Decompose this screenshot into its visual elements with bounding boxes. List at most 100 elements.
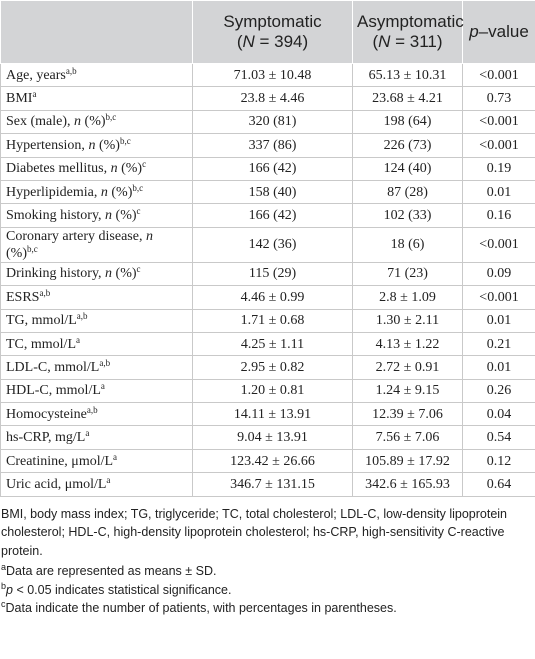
row-label: Age, yearsa,b — [0, 62, 193, 88]
value-cell: 0.64 — [462, 472, 535, 497]
text: Hypertension, — [6, 137, 89, 153]
superscript: b,c — [119, 135, 131, 146]
text: p — [469, 22, 479, 41]
value-cell: 337 (86) — [192, 133, 353, 158]
footnote: bp < 0.05 indicates statistical signific… — [1, 581, 533, 600]
text: (%) — [112, 266, 137, 282]
superscript: a,b — [39, 287, 51, 298]
row-label: TC, mmol/La — [0, 331, 193, 357]
value-cell: <0.001 — [462, 109, 535, 135]
value-cell: 346.7 ± 131.15 — [192, 472, 353, 497]
table-header: Symptomatic (N = 394) Asymptomatic (N = 311… — [0, 0, 535, 64]
value-cell: 4.25 ± 1.11 — [192, 331, 353, 357]
superscript: c — [136, 264, 141, 275]
text: TC, mmol/L — [6, 336, 76, 352]
value-cell: 102 (33) — [352, 203, 463, 228]
value-cell: 23.8 ± 4.46 — [192, 86, 353, 111]
superscript: a — [106, 474, 111, 485]
row-label: LDL-C, mmol/La,b — [0, 355, 193, 380]
header-line: (N = 311) — [357, 32, 458, 52]
superscript: a,b — [65, 65, 77, 76]
value-cell: 198 (64) — [352, 109, 463, 135]
superscript: c — [1, 599, 6, 610]
table-row: TC, mmol/La 4.25 ± 1.11 4.13 ± 1.22 0.21 — [0, 331, 535, 357]
table-row: HDL-C, mmol/La 1.20 ± 0.81 1.24 ± 9.15 0.26 — [0, 378, 535, 404]
value-cell: 7.56 ± 7.06 — [352, 425, 463, 450]
text: < 0.05 indicates statistical significanc… — [12, 582, 232, 597]
text: –value — [478, 22, 529, 41]
row-label: Uric acid, μmol/La — [0, 472, 193, 497]
value-cell: 226 (73) — [352, 133, 463, 158]
text: Data are represented as means ± SD. — [6, 564, 217, 579]
text: Coronary artery disease, — [6, 228, 146, 244]
value-cell: 342.6 ± 165.93 — [352, 472, 463, 497]
value-cell: 142 (36) — [192, 226, 353, 263]
text: p — [6, 582, 13, 597]
header-cell: Asymptomatic (N = 311) — [352, 0, 464, 64]
table-row: Uric acid, μmol/La 346.7 ± 131.15 342.6 ± … — [0, 472, 535, 497]
footnote: BMI, body mass index; TG, triglyceride; … — [1, 505, 533, 561]
text: Creatinine, μmol/L — [6, 453, 114, 469]
text: Diabetes mellitus, — [6, 161, 111, 177]
value-cell: 1.30 ± 2.11 — [352, 308, 463, 333]
value-cell: 123.42 ± 26.66 — [192, 448, 353, 474]
data-table: Symptomatic (N = 394) Asymptomatic (N = 311… — [0, 0, 535, 497]
value-cell: <0.001 — [462, 133, 535, 158]
value-cell: 1.20 ± 0.81 — [192, 378, 353, 404]
row-label: Hypertension, n (%)b,c — [0, 133, 193, 158]
value-cell: 166 (42) — [192, 156, 353, 181]
text: N — [378, 32, 391, 51]
text: n — [74, 114, 82, 130]
superscript: a,b — [99, 357, 111, 368]
text: Sex (male), — [6, 114, 75, 130]
superscript: a — [1, 562, 7, 573]
table-row: Coronary artery disease, n (%)b,c 142 (36… — [0, 226, 535, 263]
header-line: p–value — [467, 22, 531, 42]
value-cell: 0.09 — [462, 261, 535, 287]
value-cell: 0.04 — [462, 402, 535, 427]
table-row: Smoking history, n (%)c 166 (42) 102 (33) 0… — [0, 203, 535, 228]
text: (%) — [117, 161, 143, 177]
text: (%) — [6, 245, 27, 261]
value-cell: 71 (23) — [352, 261, 463, 287]
table-row: Sex (male), n (%)b,c 320 (81) 198 (64) <0.0… — [0, 109, 535, 135]
value-cell: 0.12 — [462, 448, 535, 474]
value-cell: 9.04 ± 13.91 — [192, 425, 353, 450]
superscript: a — [32, 89, 37, 100]
text: Symptomatic — [223, 12, 322, 31]
value-cell: 0.26 — [462, 378, 535, 404]
value-cell: 0.73 — [462, 86, 535, 111]
value-cell: <0.001 — [462, 62, 535, 88]
value-cell: 2.8 ± 1.09 — [352, 285, 463, 310]
value-cell: 320 (81) — [192, 109, 353, 135]
value-cell: 0.16 — [462, 203, 535, 228]
value-cell: 0.19 — [462, 156, 535, 181]
value-cell: 0.54 — [462, 425, 535, 450]
text: HDL-C, mmol/L — [6, 383, 101, 399]
value-cell: 166 (42) — [192, 203, 353, 228]
superscript: b,c — [27, 243, 38, 254]
table-body: Age, yearsa,b 71.03 ± 10.48 65.13 ± 10.31 <… — [0, 62, 535, 497]
table-row: Drinking history, n (%)c 115 (29) 71 (23) 0… — [0, 261, 535, 287]
table-row: Creatinine, μmol/La 123.42 ± 26.66 105.89 … — [0, 448, 535, 474]
header-row: Symptomatic (N = 394) Asymptomatic (N = 311… — [0, 0, 535, 64]
value-cell: 158 (40) — [192, 179, 353, 205]
value-cell: 1.24 ± 9.15 — [352, 378, 463, 404]
value-cell: 2.95 ± 0.82 — [192, 355, 353, 380]
text: n — [145, 228, 153, 244]
table-row: Hyperlipidemia, n (%)b,c 158 (40) 87 (28) 0… — [0, 179, 535, 205]
text: (%) — [81, 114, 106, 130]
text: n — [100, 184, 108, 200]
superscript: b,c — [105, 112, 117, 123]
row-label: ESRSa,b — [0, 285, 193, 310]
table-row: Hypertension, n (%)b,c 337 (86) 226 (73) <0… — [0, 133, 535, 158]
header-line: Asymptomatic — [357, 12, 464, 32]
text: N — [242, 32, 255, 51]
superscript: b,c — [132, 182, 144, 193]
value-cell: 14.11 ± 13.91 — [192, 402, 353, 427]
superscript: a — [85, 428, 90, 439]
text: BMI — [6, 91, 33, 107]
row-label: hs-CRP, mg/La — [0, 425, 193, 450]
row-label: Diabetes mellitus, n (%)c — [0, 156, 193, 181]
